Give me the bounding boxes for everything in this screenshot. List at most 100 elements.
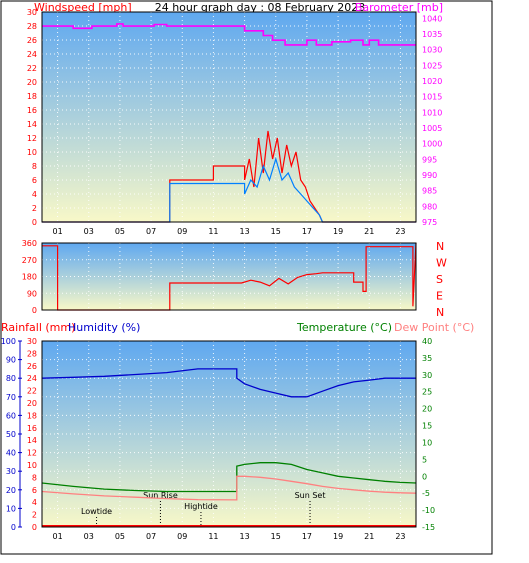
compass-label-w: W (436, 257, 447, 270)
wind-tick-label: 26 (27, 36, 37, 45)
series-dew-point (41, 475, 417, 501)
annotation-hightide: Hightide (184, 502, 218, 511)
series-temperature (41, 462, 417, 493)
ticks-humidity: 0 10 20 30 40 50 60 70 80 90 100 (1, 337, 22, 532)
rain-tick-label: 10 (27, 461, 37, 470)
plot-area-wind (42, 12, 416, 222)
grid-wind (42, 12, 416, 222)
hour-tick-label: 17 (302, 532, 312, 541)
rain-axis-label: Rainfall (mm) (1, 321, 75, 334)
baro-tick-label: 975 (422, 218, 437, 227)
wind-tick-label: 22 (27, 64, 37, 73)
wind-axis-label: Windspeed [mph] (34, 1, 132, 14)
rain-tick-label: 18 (27, 411, 37, 420)
wind-tick-label: 10 (27, 148, 37, 157)
rain-tick-label: 2 (32, 511, 37, 520)
temp-axis-label: Temperature (°C) (296, 321, 392, 334)
grid-temp (42, 341, 416, 527)
compass-label-s: S (436, 273, 443, 286)
hour-tick-label: 11 (208, 532, 218, 541)
temp-tick-label: 30 (422, 371, 432, 380)
rain-tick-label: 0 (32, 523, 37, 532)
wind-tick-label: 2 (32, 204, 37, 213)
temp-tick-label: -5 (422, 489, 430, 498)
wind-tick-label: 28 (27, 22, 37, 31)
temp-tick-label: 20 (422, 405, 432, 414)
baro-tick-label: 1035 (422, 30, 442, 39)
baro-tick-label: 1010 (422, 108, 442, 117)
baro-tick-label: 990 (422, 171, 437, 180)
humidity-tick-label: 20 (6, 486, 16, 495)
hour-tick-label: 01 (52, 227, 62, 236)
compass-label-e: E (436, 290, 443, 303)
rain-tick-label: 4 (32, 498, 37, 507)
frame-direction (41, 242, 417, 311)
outer-border (0, 0, 493, 555)
baro-tick-label: 1040 (422, 14, 442, 23)
ticks-baro-right: 975 980 985 990 995 1000 1005 1010 1015 1020 1025 1… (422, 14, 442, 227)
rain-tick-label: 20 (27, 399, 37, 408)
rain-tick-label: 14 (27, 436, 37, 445)
rain-tick-label: 30 (27, 337, 37, 346)
hour-tick-label: 11 (208, 227, 218, 236)
rain-tick-label: 26 (27, 362, 37, 371)
temp-tick-label: 40 (422, 337, 432, 346)
hour-tick-label: 09 (177, 227, 187, 236)
hour-tick-label: 09 (177, 532, 187, 541)
humidity-axis-label: Humidity (%) (68, 321, 140, 334)
hour-tick-label: 23 (395, 532, 405, 541)
hour-tick-label: 15 (271, 532, 281, 541)
humidity-tick-label: 90 (6, 356, 16, 365)
hour-tick-label: 03 (84, 227, 94, 236)
humidity-tick-label: 80 (6, 374, 16, 383)
series-temp (41, 368, 417, 527)
hour-tick-label: 05 (115, 227, 125, 236)
annotation-lowtide: Lowtide (81, 507, 112, 516)
direction-tick-label: 0 (32, 306, 37, 315)
temp-tick-label: 25 (422, 388, 432, 397)
baro-tick-label: 995 (422, 155, 437, 164)
compass-label-n: N (436, 306, 444, 319)
dew-axis-label: Dew Point (°C) (394, 321, 474, 334)
hour-tick-label: 13 (239, 227, 249, 236)
wind-tick-label: 12 (27, 134, 37, 143)
hour-tick-label: 07 (146, 532, 156, 541)
hour-tick-label: 03 (84, 532, 94, 541)
wind-tick-label: 6 (32, 176, 37, 185)
humidity-tick-label: 10 (6, 504, 16, 513)
ticks-hour-temp: 01 03 05 07 09 11 13 15 17 19 21 23 (52, 532, 405, 541)
hour-tick-label: 17 (302, 227, 312, 236)
rain-tick-label: 22 (27, 387, 37, 396)
compass-label-n: N (436, 240, 444, 253)
wind-tick-label: 30 (27, 8, 37, 17)
series-wind-speed (42, 156, 416, 223)
hour-tick-label: 05 (115, 532, 125, 541)
humidity-tick-label: 60 (6, 411, 16, 420)
temp-tick-label: 15 (422, 422, 432, 431)
temp-tick-label: 10 (422, 438, 432, 447)
rain-tick-label: 6 (32, 486, 37, 495)
chart-title: 24 hour graph day : 08 February 2023 (155, 1, 366, 14)
tide-sun-annotations: Lowtide Sun Rise Hightide Sun Set (81, 491, 325, 527)
hour-tick-label: 21 (364, 532, 374, 541)
rain-tick-label: 24 (27, 374, 37, 383)
humidity-tick-label: 100 (1, 337, 16, 346)
hour-tick-label: 21 (364, 227, 374, 236)
ticks-temp: -15 -10 -5 0 5 10 15 20 25 30 35 40 (422, 337, 435, 532)
ticks-direction-left: 0 90 180 270 360 (22, 239, 37, 315)
wind-tick-label: 24 (27, 50, 37, 59)
direction-tick-label: 90 (27, 289, 37, 298)
hour-tick-label: 07 (146, 227, 156, 236)
direction-tick-label: 360 (22, 239, 37, 248)
humidity-tick-label: 50 (6, 430, 16, 439)
hour-tick-label: 19 (333, 532, 343, 541)
humidity-tick-label: 30 (6, 467, 16, 476)
wind-tick-label: 16 (27, 106, 37, 115)
temp-tick-label: 0 (422, 472, 427, 481)
baro-tick-label: 985 (422, 187, 437, 196)
baro-tick-label: 980 (422, 202, 437, 211)
wind-tick-label: 18 (27, 92, 37, 101)
humidity-tick-label: 40 (6, 449, 16, 458)
series-wind-gust (42, 130, 416, 223)
